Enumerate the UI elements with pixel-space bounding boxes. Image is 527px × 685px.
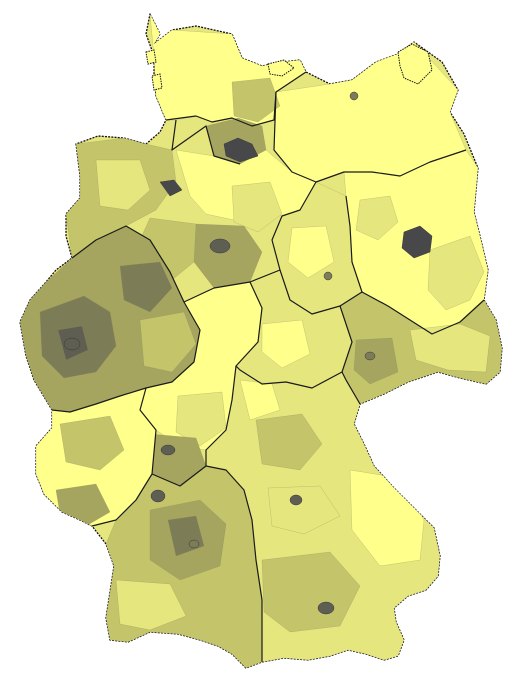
city-spot bbox=[209, 238, 231, 254]
district-region bbox=[287, 225, 335, 279]
city-spot bbox=[188, 539, 200, 549]
city-hamburg bbox=[223, 137, 259, 163]
district-region bbox=[353, 337, 399, 385]
district-region bbox=[261, 551, 361, 633]
district-region bbox=[261, 319, 311, 369]
state-border bbox=[341, 371, 361, 405]
city-spot bbox=[160, 444, 176, 456]
island bbox=[267, 59, 295, 77]
island bbox=[151, 73, 163, 91]
district-region bbox=[409, 323, 491, 373]
district-region bbox=[355, 195, 399, 241]
district-region bbox=[231, 77, 281, 123]
state-border bbox=[205, 465, 263, 662]
district-region bbox=[239, 379, 281, 421]
district-region bbox=[231, 181, 283, 233]
state-border bbox=[273, 91, 467, 183]
city-spot bbox=[323, 271, 333, 281]
island bbox=[145, 49, 157, 65]
state-border bbox=[151, 365, 237, 487]
district-region bbox=[59, 415, 125, 471]
district-region bbox=[255, 413, 323, 471]
city-spot bbox=[289, 494, 303, 506]
state-border-layer bbox=[51, 71, 485, 662]
district-region bbox=[115, 579, 187, 631]
state-border bbox=[171, 119, 241, 165]
island bbox=[397, 43, 433, 85]
state-border bbox=[71, 225, 251, 303]
district-region bbox=[119, 261, 173, 313]
state-border bbox=[235, 269, 353, 389]
island-layer bbox=[145, 43, 433, 91]
district-region bbox=[427, 235, 485, 311]
city-spot bbox=[150, 489, 166, 503]
city-spot bbox=[349, 91, 359, 101]
city-spot bbox=[364, 351, 376, 361]
district-region bbox=[175, 391, 227, 447]
city-layer bbox=[63, 91, 433, 615]
district-region bbox=[139, 311, 197, 373]
city-bremen bbox=[159, 179, 183, 197]
district-region bbox=[95, 159, 151, 211]
city-berlin bbox=[401, 225, 433, 259]
city-spot bbox=[317, 601, 335, 615]
district-region bbox=[267, 485, 341, 535]
state-border bbox=[361, 291, 485, 335]
city-spot bbox=[63, 337, 81, 351]
district-layer bbox=[20, 14, 502, 668]
state-border bbox=[271, 181, 363, 315]
